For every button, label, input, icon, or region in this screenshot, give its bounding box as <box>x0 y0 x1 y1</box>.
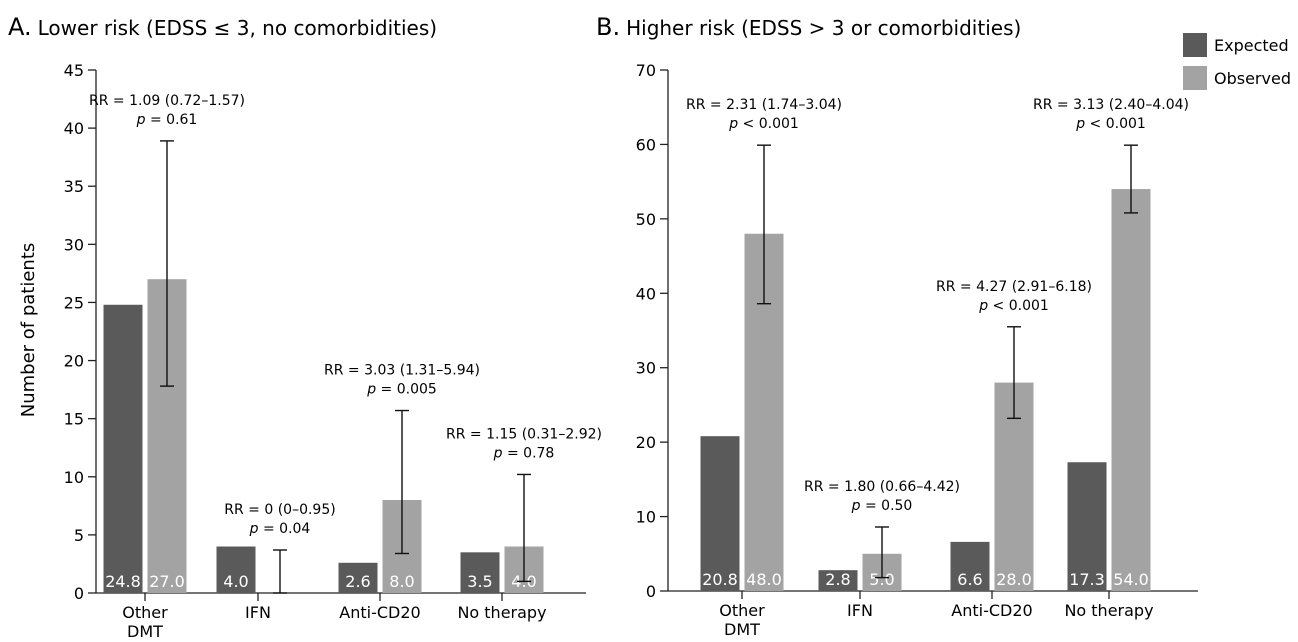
legend-swatch-observed <box>1183 66 1207 90</box>
panel-b-bar-expected <box>700 436 740 591</box>
panel-b-bar-expected <box>818 570 858 591</box>
panel-a-annotation-p: p = 0.78 <box>493 445 555 461</box>
panel-a-value-label-expected: 3.5 <box>467 572 492 591</box>
panel-b-value-label-expected: 2.8 <box>825 570 850 589</box>
panel-a-title-text: Lower risk (EDSS ≤ 3, no comorbidities) <box>38 16 437 40</box>
legend: Expected Observed <box>1183 33 1291 90</box>
panel-b-annotation-p: p < 0.001 <box>978 298 1049 314</box>
panel-a-y-tick-label: 15 <box>64 410 84 429</box>
panel-a-y-tick-label: 35 <box>64 177 84 196</box>
panel-b-letter: B. <box>596 13 620 41</box>
panel-b-value-label-observed: 54.0 <box>1113 570 1149 589</box>
panel-a-category-label: Anti-CD20 <box>339 603 420 622</box>
panel-b-value-label-observed: 48.0 <box>746 570 782 589</box>
panel-b-y-tick-label: 10 <box>636 508 656 527</box>
panel-a-annotation-rr: RR = 3.03 (1.31–5.94) <box>324 363 480 379</box>
panel-b-value-label-expected: 6.6 <box>957 570 982 589</box>
panel-a-bar-expected <box>338 562 378 593</box>
panel-a-value-label-expected: 24.8 <box>105 572 141 591</box>
panel-a-annotation-rr: RR = 1.15 (0.31–2.92) <box>446 426 602 442</box>
panel-b-category-label: DMT <box>724 620 760 639</box>
panel-a-letter: A. <box>8 13 32 41</box>
panel-a-value-label-observed: 27.0 <box>149 572 185 591</box>
panel-a-category-label: Other <box>122 603 168 622</box>
panel-b-y-tick-label: 50 <box>636 210 656 229</box>
panel-b-annotation-rr: RR = 1.80 (0.66–4.42) <box>804 479 960 495</box>
panel-b-category-label: Anti-CD20 <box>951 601 1032 620</box>
panel-a-annotation-rr: RR = 0 (0–0.95) <box>224 502 335 518</box>
panel-a-bar-expected <box>216 546 256 593</box>
panel-a-y-tick-label: 45 <box>64 61 84 80</box>
legend-swatch-expected <box>1183 33 1207 57</box>
panel-a-annotation-rr: RR = 1.09 (0.72–1.57) <box>89 93 245 109</box>
legend-label-observed: Observed <box>1214 69 1291 88</box>
panel-b-y-tick-label: 40 <box>636 284 656 303</box>
panel-b-category-label: No therapy <box>1064 601 1153 620</box>
panel-b-y-tick-label: 20 <box>636 433 656 452</box>
panel-b-annotation-rr: RR = 3.13 (2.40–4.04) <box>1033 97 1189 113</box>
panel-b-value-label-observed: 5.0 <box>869 570 894 589</box>
panel-b-bar-observed <box>1111 189 1151 592</box>
panel-b-bar-expected <box>1067 462 1107 591</box>
panel-a-y-tick-label: 5 <box>74 526 84 545</box>
panel-a-y-tick-label: 10 <box>64 468 84 487</box>
panel-a-annotation-p: p = 0.04 <box>249 521 311 537</box>
legend-label-expected: Expected <box>1214 36 1289 55</box>
panel-a-annotation-p: p = 0.005 <box>366 382 437 398</box>
panel-b-y-tick-label: 30 <box>636 359 656 378</box>
panel-b-annotation-p: p < 0.001 <box>1075 116 1146 132</box>
panel-a-value-label-observed: 8.0 <box>389 572 414 591</box>
panel-a-bar-expected <box>103 304 143 593</box>
panel-b-title: B. Higher risk (EDSS > 3 or comorbidities… <box>596 13 1021 41</box>
panel-b-annotation-rr: RR = 4.27 (2.91–6.18) <box>936 279 1092 295</box>
panel-b-value-label-observed: 28.0 <box>996 570 1032 589</box>
panel-a-value-label-expected: 2.6 <box>345 572 370 591</box>
panel-b-value-label-expected: 17.3 <box>1069 570 1105 589</box>
panel-b-annotation-p: p = 0.50 <box>851 498 913 514</box>
panel-a-y-tick-label: 30 <box>64 235 84 254</box>
panel-b-annotation-p: p < 0.001 <box>728 116 799 132</box>
panel-a-y-tick-label: 25 <box>64 293 84 312</box>
panel-b-annotation-rr: RR = 2.31 (1.74–3.04) <box>686 97 842 113</box>
panel-a-value-label-expected: 4.0 <box>223 572 248 591</box>
panel-b-category-label: IFN <box>847 601 873 620</box>
panel-a-y-tick-label: 0 <box>74 584 84 603</box>
panel-a-y-tick-label: 20 <box>64 352 84 371</box>
panel-a-category-label: DMT <box>127 622 163 641</box>
panel-b-title-text: Higher risk (EDSS > 3 or comorbidities) <box>626 16 1021 40</box>
panel-a-title: A. Lower risk (EDSS ≤ 3, no comorbidities… <box>8 13 437 41</box>
panel-a-bar-expected <box>460 552 500 593</box>
y-axis-label: Number of patients <box>18 243 39 418</box>
panel-a-category-label: No therapy <box>457 603 546 622</box>
panel-b-bar-expected <box>950 541 990 591</box>
panel-b-category-label: Other <box>719 601 765 620</box>
panel-b-y-tick-label: 70 <box>636 61 656 80</box>
panel-a-category-label: IFN <box>245 603 271 622</box>
panel-b-value-label-expected: 20.8 <box>702 570 738 589</box>
panel-a-y-tick-label: 40 <box>64 119 84 138</box>
panel-b-y-tick-label: 0 <box>646 582 656 601</box>
panel-b-y-tick-label: 60 <box>636 135 656 154</box>
panel-a-annotation-p: p = 0.61 <box>136 112 198 128</box>
